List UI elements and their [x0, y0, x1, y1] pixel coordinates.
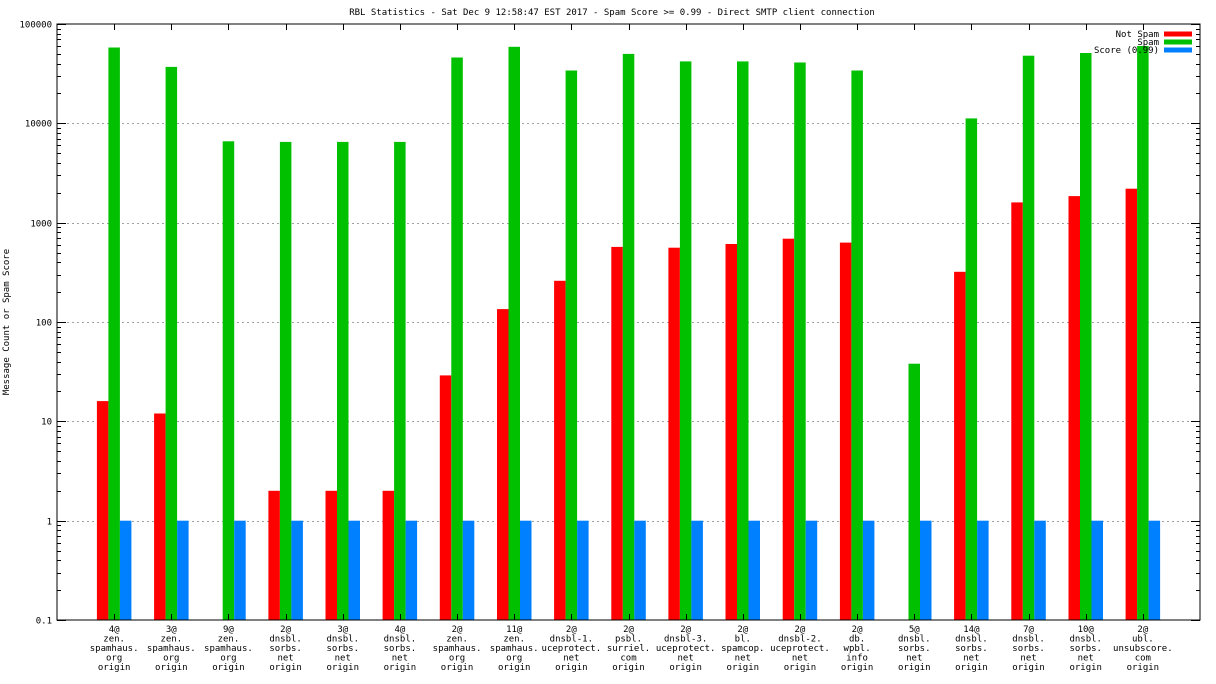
x-tick-label: 3@ dnsbl. sorbs. net origin: [326, 625, 359, 673]
bar-not-spam: [611, 246, 623, 620]
bar-spam: [222, 141, 235, 621]
x-tick-label: 2@ dnsbl-2. uceprotect. net origin: [770, 625, 830, 673]
bar-score-0-99: [862, 520, 875, 620]
x-tick-label: 5@ dnsbl. sorbs. net origin: [898, 625, 931, 673]
bar-series: [96, 46, 1161, 621]
y-axis-label: Message Count or Spam Score: [2, 249, 12, 395]
bar-score-0-99: [234, 520, 246, 620]
bar-not-spam: [839, 242, 852, 620]
y-tick-label: 10000: [25, 120, 52, 130]
bar-score-0-99: [577, 520, 589, 620]
bar-spam: [508, 46, 520, 621]
x-tick-label: 11@ zen. spamhaus. org origin: [490, 625, 539, 673]
bar-spam: [1137, 46, 1149, 620]
x-tick-label: 2@ dnsbl. sorbs. net origin: [269, 625, 302, 673]
bar-spam: [851, 70, 863, 620]
bar-not-spam: [382, 490, 395, 620]
bar-score-0-99: [1034, 520, 1046, 620]
bar-spam: [1022, 55, 1035, 620]
x-tick-label: 10@ dnsbl. sorbs. net origin: [1069, 625, 1102, 673]
bar-not-spam: [725, 244, 737, 620]
bar-not-spam: [1125, 188, 1138, 620]
bar-spam: [451, 57, 463, 620]
x-tick-label: 2@ db. wpbl. info origin: [841, 625, 874, 673]
bar-not-spam: [439, 375, 452, 620]
bar-spam: [622, 53, 635, 620]
y-tick-label: 1000: [30, 220, 52, 230]
bar-not-spam: [1068, 196, 1080, 620]
y-tick-label: 1: [47, 518, 52, 528]
y-tick-label: 10: [41, 418, 52, 428]
x-tick-label: 4@ zen. spamhaus. org origin: [90, 625, 139, 673]
legend-swatch: [1164, 47, 1192, 53]
bar-score-0-99: [119, 520, 132, 620]
x-tick-label: 2@ dnsbl-3. uceprotect. net origin: [656, 625, 716, 673]
x-tick-label: 7@ dnsbl. sorbs. net origin: [1012, 625, 1045, 673]
x-tick-label: 14@ dnsbl. sorbs. net origin: [955, 625, 988, 673]
legend-label: Not Spam: [1116, 30, 1159, 40]
bar-not-spam: [96, 401, 109, 620]
bar-spam: [565, 70, 578, 620]
x-tick-label: 4@ dnsbl. sorbs. net origin: [384, 625, 417, 673]
bar-not-spam: [154, 413, 166, 620]
bar-score-0-99: [177, 520, 189, 620]
bar-score-0-99: [691, 520, 703, 620]
bar-score-0-99: [805, 520, 818, 620]
legend-label: Score (0.99): [1094, 46, 1159, 56]
bar-spam: [965, 118, 978, 621]
bar-spam: [337, 141, 349, 620]
bar-score-0-99: [462, 520, 475, 620]
x-tick-label: 2@ dnsbl-1. uceprotect. net origin: [542, 625, 602, 673]
legend-swatch: [1164, 39, 1192, 45]
bar-not-spam: [668, 247, 680, 620]
bar-spam: [279, 141, 292, 620]
x-tick-label: 2@ bl. spamcop. net origin: [721, 625, 764, 673]
bar-not-spam: [954, 271, 966, 620]
x-tick-label: 2@ zen. spamhaus. org origin: [433, 625, 482, 673]
bar-score-0-99: [348, 520, 360, 620]
bar-spam: [165, 66, 178, 620]
bar-not-spam: [268, 490, 280, 620]
bar-not-spam: [554, 280, 566, 620]
x-tick-label: 2@ psbl. surriel. com origin: [607, 625, 650, 673]
x-tick-label: 9@ zen. spamhaus. org origin: [204, 625, 253, 673]
bar-score-0-99: [291, 520, 303, 620]
bar-spam: [1080, 53, 1092, 620]
bar-not-spam: [1011, 202, 1023, 620]
bar-score-0-99: [920, 520, 932, 620]
legend-swatch: [1164, 31, 1192, 37]
bar-not-spam: [325, 490, 337, 620]
bar-spam: [394, 141, 406, 620]
bar-score-0-99: [405, 520, 418, 620]
bar-spam: [108, 47, 120, 620]
y-tick-label: 0.1: [36, 617, 52, 627]
bar-score-0-99: [748, 520, 760, 620]
bar-spam: [794, 62, 806, 620]
bar-score-0-99: [520, 520, 532, 620]
bar-score-0-99: [1091, 520, 1103, 620]
legend-label: Spam: [1137, 38, 1159, 48]
y-tick-label: 100: [36, 319, 52, 329]
bar-score-0-99: [634, 520, 646, 620]
bar-score-0-99: [1148, 520, 1161, 620]
y-axis-ticks: 0.1 1 10 100 1000 10000 100000: [19, 21, 1200, 627]
bar-spam: [679, 61, 692, 620]
bar-spam: [908, 363, 920, 620]
chart-title: RBL Statistics - Sat Dec 9 12:58:47 EST …: [349, 8, 875, 18]
bar-spam: [737, 61, 749, 620]
y-tick-label: 100000: [19, 21, 52, 31]
bar-score-0-99: [977, 520, 989, 620]
x-tick-label: 3@ zen. spamhaus. org origin: [147, 625, 196, 673]
x-tick-label: 2@ ubl. unsubscore. com origin: [1113, 625, 1173, 673]
bar-not-spam: [782, 238, 795, 620]
bar-not-spam: [497, 309, 509, 620]
